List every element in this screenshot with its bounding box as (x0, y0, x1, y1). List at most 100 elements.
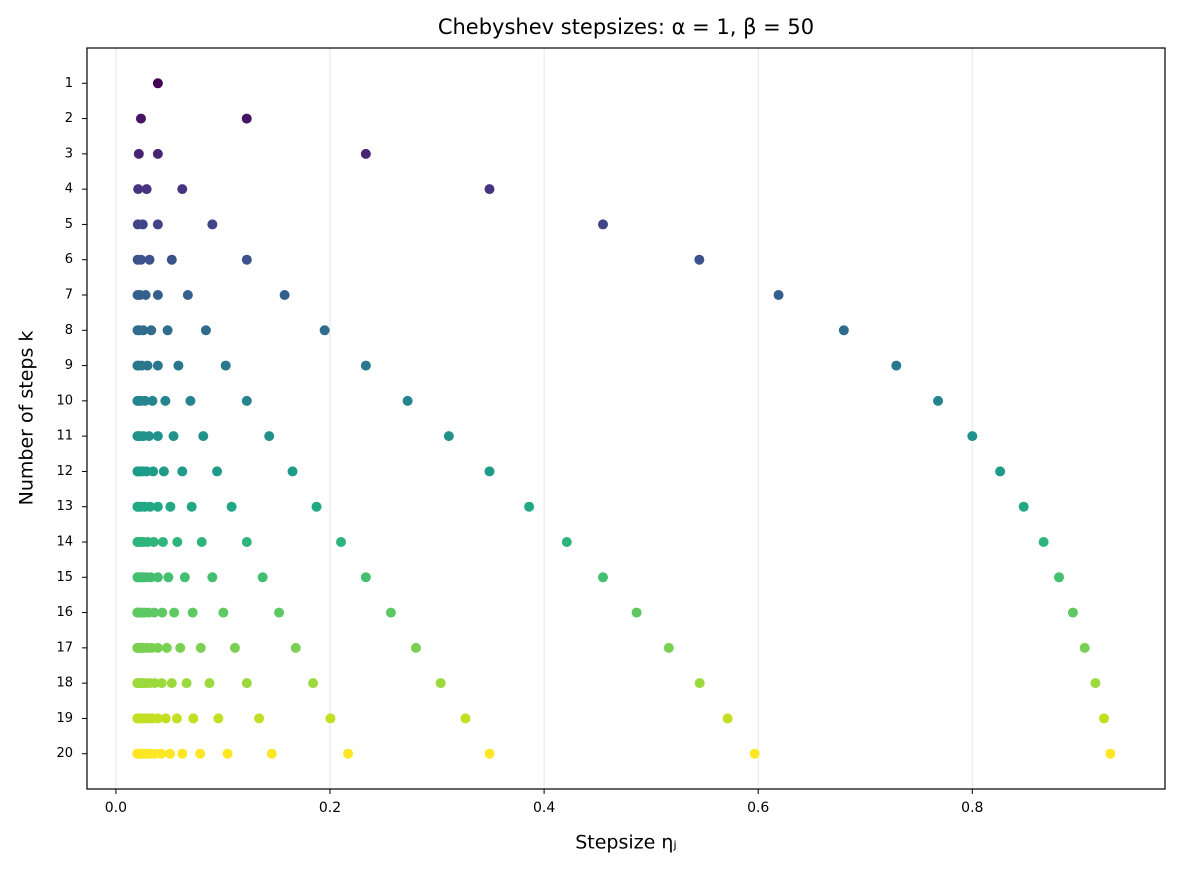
point (200, 325, 211, 336)
point (160, 713, 171, 724)
y-tick-label: 13 (56, 499, 73, 514)
point (152, 501, 163, 512)
point (177, 466, 188, 477)
point (1105, 748, 1116, 759)
point (195, 748, 206, 759)
point (226, 501, 237, 512)
point (185, 395, 196, 406)
point (336, 537, 347, 547)
point (749, 748, 760, 759)
point (169, 607, 180, 618)
point (891, 360, 902, 371)
y-tick-label: 3 (65, 146, 73, 161)
point (181, 678, 192, 689)
point (179, 572, 190, 583)
point (933, 395, 944, 406)
point (141, 184, 152, 195)
point (186, 501, 197, 512)
point (168, 431, 179, 442)
point (290, 642, 301, 653)
point (561, 537, 572, 547)
point (149, 607, 160, 618)
point (343, 748, 354, 759)
point (484, 748, 495, 759)
point (1054, 572, 1065, 583)
point (308, 678, 319, 689)
point (152, 78, 163, 89)
point (166, 254, 177, 265)
point (152, 572, 163, 583)
point (1090, 678, 1101, 689)
point (241, 395, 252, 406)
point (218, 607, 229, 618)
point (145, 572, 156, 583)
point (177, 748, 188, 759)
point (287, 466, 298, 477)
point (435, 678, 446, 689)
point (204, 678, 215, 689)
plot-frame (86, 47, 1166, 790)
x-axis-label: Stepsize ηⱼ (575, 832, 677, 854)
point (196, 537, 207, 547)
point (198, 431, 209, 442)
point (838, 325, 849, 336)
y-tick-label: 14 (56, 535, 73, 550)
y-tick-label: 20 (56, 746, 73, 761)
point (266, 748, 277, 759)
point (360, 572, 371, 583)
point (1098, 713, 1109, 724)
point (484, 184, 495, 195)
point (133, 184, 144, 195)
point (156, 678, 167, 689)
point (195, 642, 206, 653)
y-tick-label: 11 (56, 429, 73, 444)
point (241, 537, 252, 547)
point (133, 148, 144, 159)
y-tick-label: 17 (56, 640, 73, 655)
point (188, 713, 199, 724)
point (325, 713, 336, 724)
point (229, 642, 240, 653)
y-tick-label: 19 (56, 711, 73, 726)
y-tick-label: 5 (65, 217, 73, 232)
point (173, 360, 184, 371)
point (597, 572, 608, 583)
point (152, 290, 163, 300)
point (152, 713, 163, 724)
point (158, 466, 169, 477)
point (177, 184, 188, 195)
x-tick-label: 0.0 (105, 800, 127, 816)
point (165, 748, 176, 759)
point (360, 360, 371, 371)
point (319, 325, 330, 336)
point (220, 360, 231, 371)
point (166, 678, 177, 689)
point (172, 537, 183, 547)
point (773, 290, 784, 300)
y-tick-label: 6 (65, 252, 73, 267)
point (152, 148, 163, 159)
y-tick-label: 18 (56, 676, 73, 691)
point (274, 607, 285, 618)
point (484, 466, 495, 477)
point (443, 431, 454, 442)
chart-title: Chebyshev stepsizes: α = 1, β = 50 (438, 15, 814, 39)
point (147, 395, 158, 406)
point (144, 254, 155, 265)
point (148, 537, 159, 547)
x-tick-label: 0.6 (747, 800, 769, 816)
point (135, 113, 146, 124)
point (385, 607, 396, 618)
point (187, 607, 198, 618)
point (157, 607, 168, 618)
point (1079, 642, 1090, 653)
point (1038, 537, 1049, 547)
point (254, 713, 265, 724)
point (152, 219, 163, 230)
point (207, 572, 218, 583)
point (241, 113, 252, 124)
y-tick-label: 1 (65, 76, 73, 91)
y-tick-label: 4 (65, 182, 73, 197)
point (140, 290, 151, 300)
